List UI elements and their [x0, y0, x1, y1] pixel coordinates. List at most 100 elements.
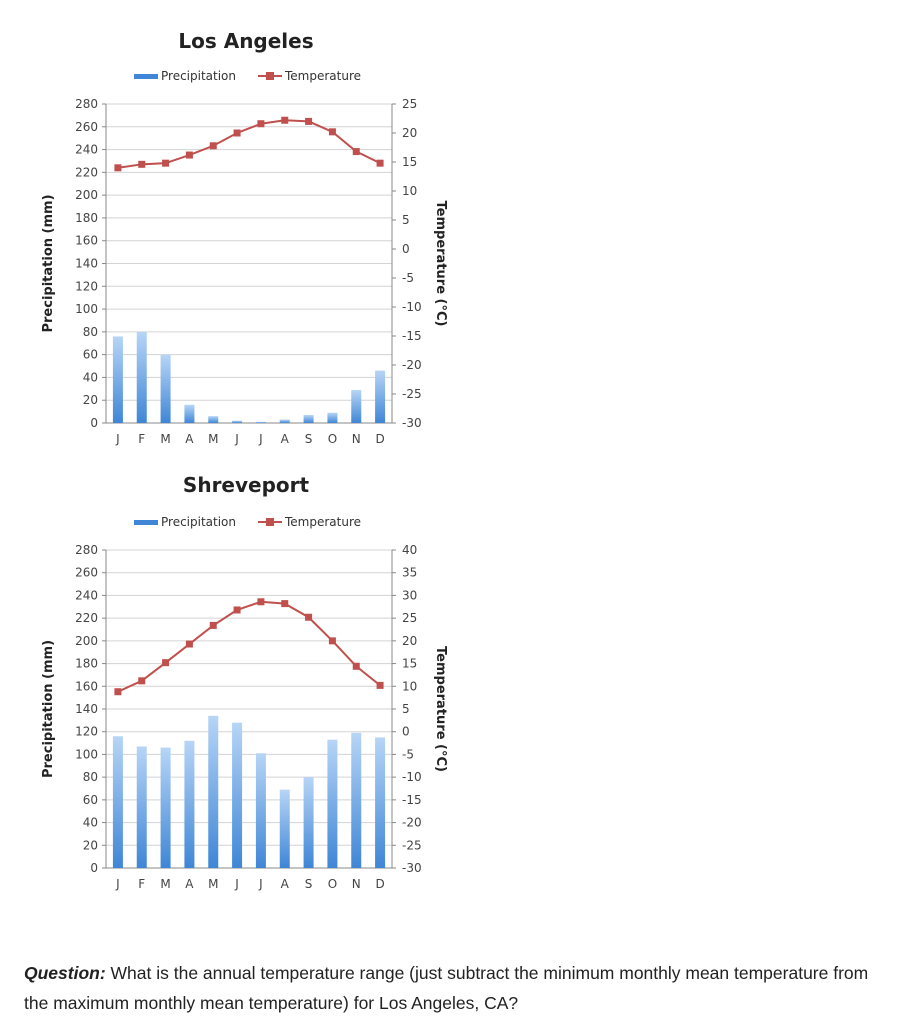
temperature-point [209, 142, 217, 150]
right-tick-label: 5 [402, 213, 410, 227]
x-tick-label: J [115, 432, 120, 446]
left-tick-label: 240 [75, 143, 98, 157]
x-tick-label: F [138, 432, 145, 446]
left-tick-label: 220 [75, 611, 98, 625]
temperature-point [305, 613, 313, 621]
precipitation-bar [208, 715, 219, 868]
precipitation-bar [303, 777, 314, 868]
x-tick-label: A [281, 432, 290, 446]
left-tick-label: 140 [75, 257, 98, 271]
right-tick-label: 35 [402, 566, 417, 580]
x-tick-label: A [281, 877, 290, 891]
precipitation-bar [160, 747, 171, 868]
left-tick-label: 280 [75, 543, 98, 557]
right-tick-label: 0 [402, 725, 410, 739]
los-angeles-climate-chart: Los Angeles Precipitation Temperature 0 20 40… [41, 29, 448, 446]
left-axis-title: Precipitation (mm) [41, 194, 56, 332]
precipitation-bar [351, 732, 362, 868]
temperature-point [281, 116, 289, 124]
chart-legend: Precipitation Temperature [134, 515, 361, 529]
left-tick-label: 140 [75, 702, 98, 716]
precipitation-bar [375, 737, 386, 868]
left-tick-label: 40 [83, 816, 98, 830]
right-tick-label: -30 [402, 861, 422, 875]
right-tick-label: 25 [402, 611, 417, 625]
right-tick-label: -15 [402, 329, 422, 343]
left-tick-label: 180 [75, 657, 98, 671]
left-tick-label: 260 [75, 566, 98, 580]
left-tick-label: 80 [83, 770, 98, 784]
right-tick-label: -15 [402, 793, 422, 807]
right-tick-label: 10 [402, 184, 417, 198]
right-tick-label: -20 [402, 358, 422, 372]
right-tick-label: 20 [402, 634, 417, 648]
temperature-point [233, 129, 241, 137]
left-tick-label: 20 [83, 393, 98, 407]
precipitation-bar [112, 336, 123, 423]
temperature-point [352, 148, 360, 156]
left-tick-label: 100 [75, 747, 98, 761]
right-tick-label: 10 [402, 679, 417, 693]
precipitation-bar [232, 722, 243, 868]
x-tick-label: M [208, 877, 218, 891]
precipitation-bar [136, 331, 147, 423]
right-tick-label: 5 [402, 702, 410, 716]
temperature-point [138, 677, 146, 685]
legend-precipitation-swatch [134, 74, 158, 79]
right-axis-title: Temperature (°C) [433, 201, 448, 327]
x-tick-label: J [115, 877, 120, 891]
right-tick-label: -30 [402, 416, 422, 430]
x-tick-label: M [160, 432, 170, 446]
x-tick-label: J [234, 432, 239, 446]
left-tick-label: 100 [75, 302, 98, 316]
x-tick-label: D [375, 877, 384, 891]
left-tick-label: 120 [75, 279, 98, 293]
right-tick-label: 30 [402, 588, 417, 602]
precipitation-bar [232, 420, 243, 423]
legend-temperature-marker [266, 518, 274, 526]
temperature-point [376, 681, 384, 689]
x-tick-label: D [375, 432, 384, 446]
left-tick-label: 60 [83, 793, 98, 807]
precipitation-bar [351, 389, 362, 423]
temperature-point [138, 160, 146, 168]
legend-temperature-label: Temperature [284, 69, 361, 83]
temperature-point [185, 151, 193, 159]
left-tick-label: 0 [90, 416, 98, 430]
x-tick-label: J [258, 432, 263, 446]
x-tick-label: O [328, 877, 337, 891]
x-tick-label: A [185, 432, 194, 446]
x-tick-label: J [258, 877, 263, 891]
right-tick-label: -5 [402, 271, 414, 285]
precipitation-bar [208, 416, 219, 423]
left-tick-label: 240 [75, 588, 98, 602]
precipitation-bar [375, 370, 386, 423]
legend-temperature-label: Temperature [284, 515, 361, 529]
temperature-point [114, 688, 122, 696]
right-tick-label: 0 [402, 242, 410, 256]
temperature-point [257, 120, 265, 128]
temperature-line [117, 119, 381, 169]
precipitation-bar [303, 415, 314, 423]
question-text: Question: What is the annual temperature… [24, 958, 884, 1018]
temperature-point [185, 640, 193, 648]
right-axis-title: Temperature (°C) [433, 646, 448, 772]
question-body: What is the annual temperature range (ju… [24, 963, 869, 1013]
left-tick-label: 20 [83, 838, 98, 852]
temperature-point [114, 164, 122, 172]
left-axis-title: Precipitation (mm) [41, 640, 56, 778]
x-tick-label: N [352, 877, 361, 891]
x-tick-label: S [305, 877, 313, 891]
left-tick-label: 220 [75, 165, 98, 179]
legend-precipitation-swatch [134, 520, 158, 525]
right-tick-label: -25 [402, 838, 422, 852]
chart-legend: Precipitation Temperature [134, 69, 361, 83]
legend-precipitation-label: Precipitation [161, 69, 236, 83]
left-tick-label: 120 [75, 725, 98, 739]
left-tick-label: 0 [90, 861, 98, 875]
temperature-point [209, 621, 217, 629]
legend-precipitation-label: Precipitation [161, 515, 236, 529]
temperature-point [162, 159, 170, 167]
x-tick-label: F [138, 877, 145, 891]
x-tick-label: A [185, 877, 194, 891]
